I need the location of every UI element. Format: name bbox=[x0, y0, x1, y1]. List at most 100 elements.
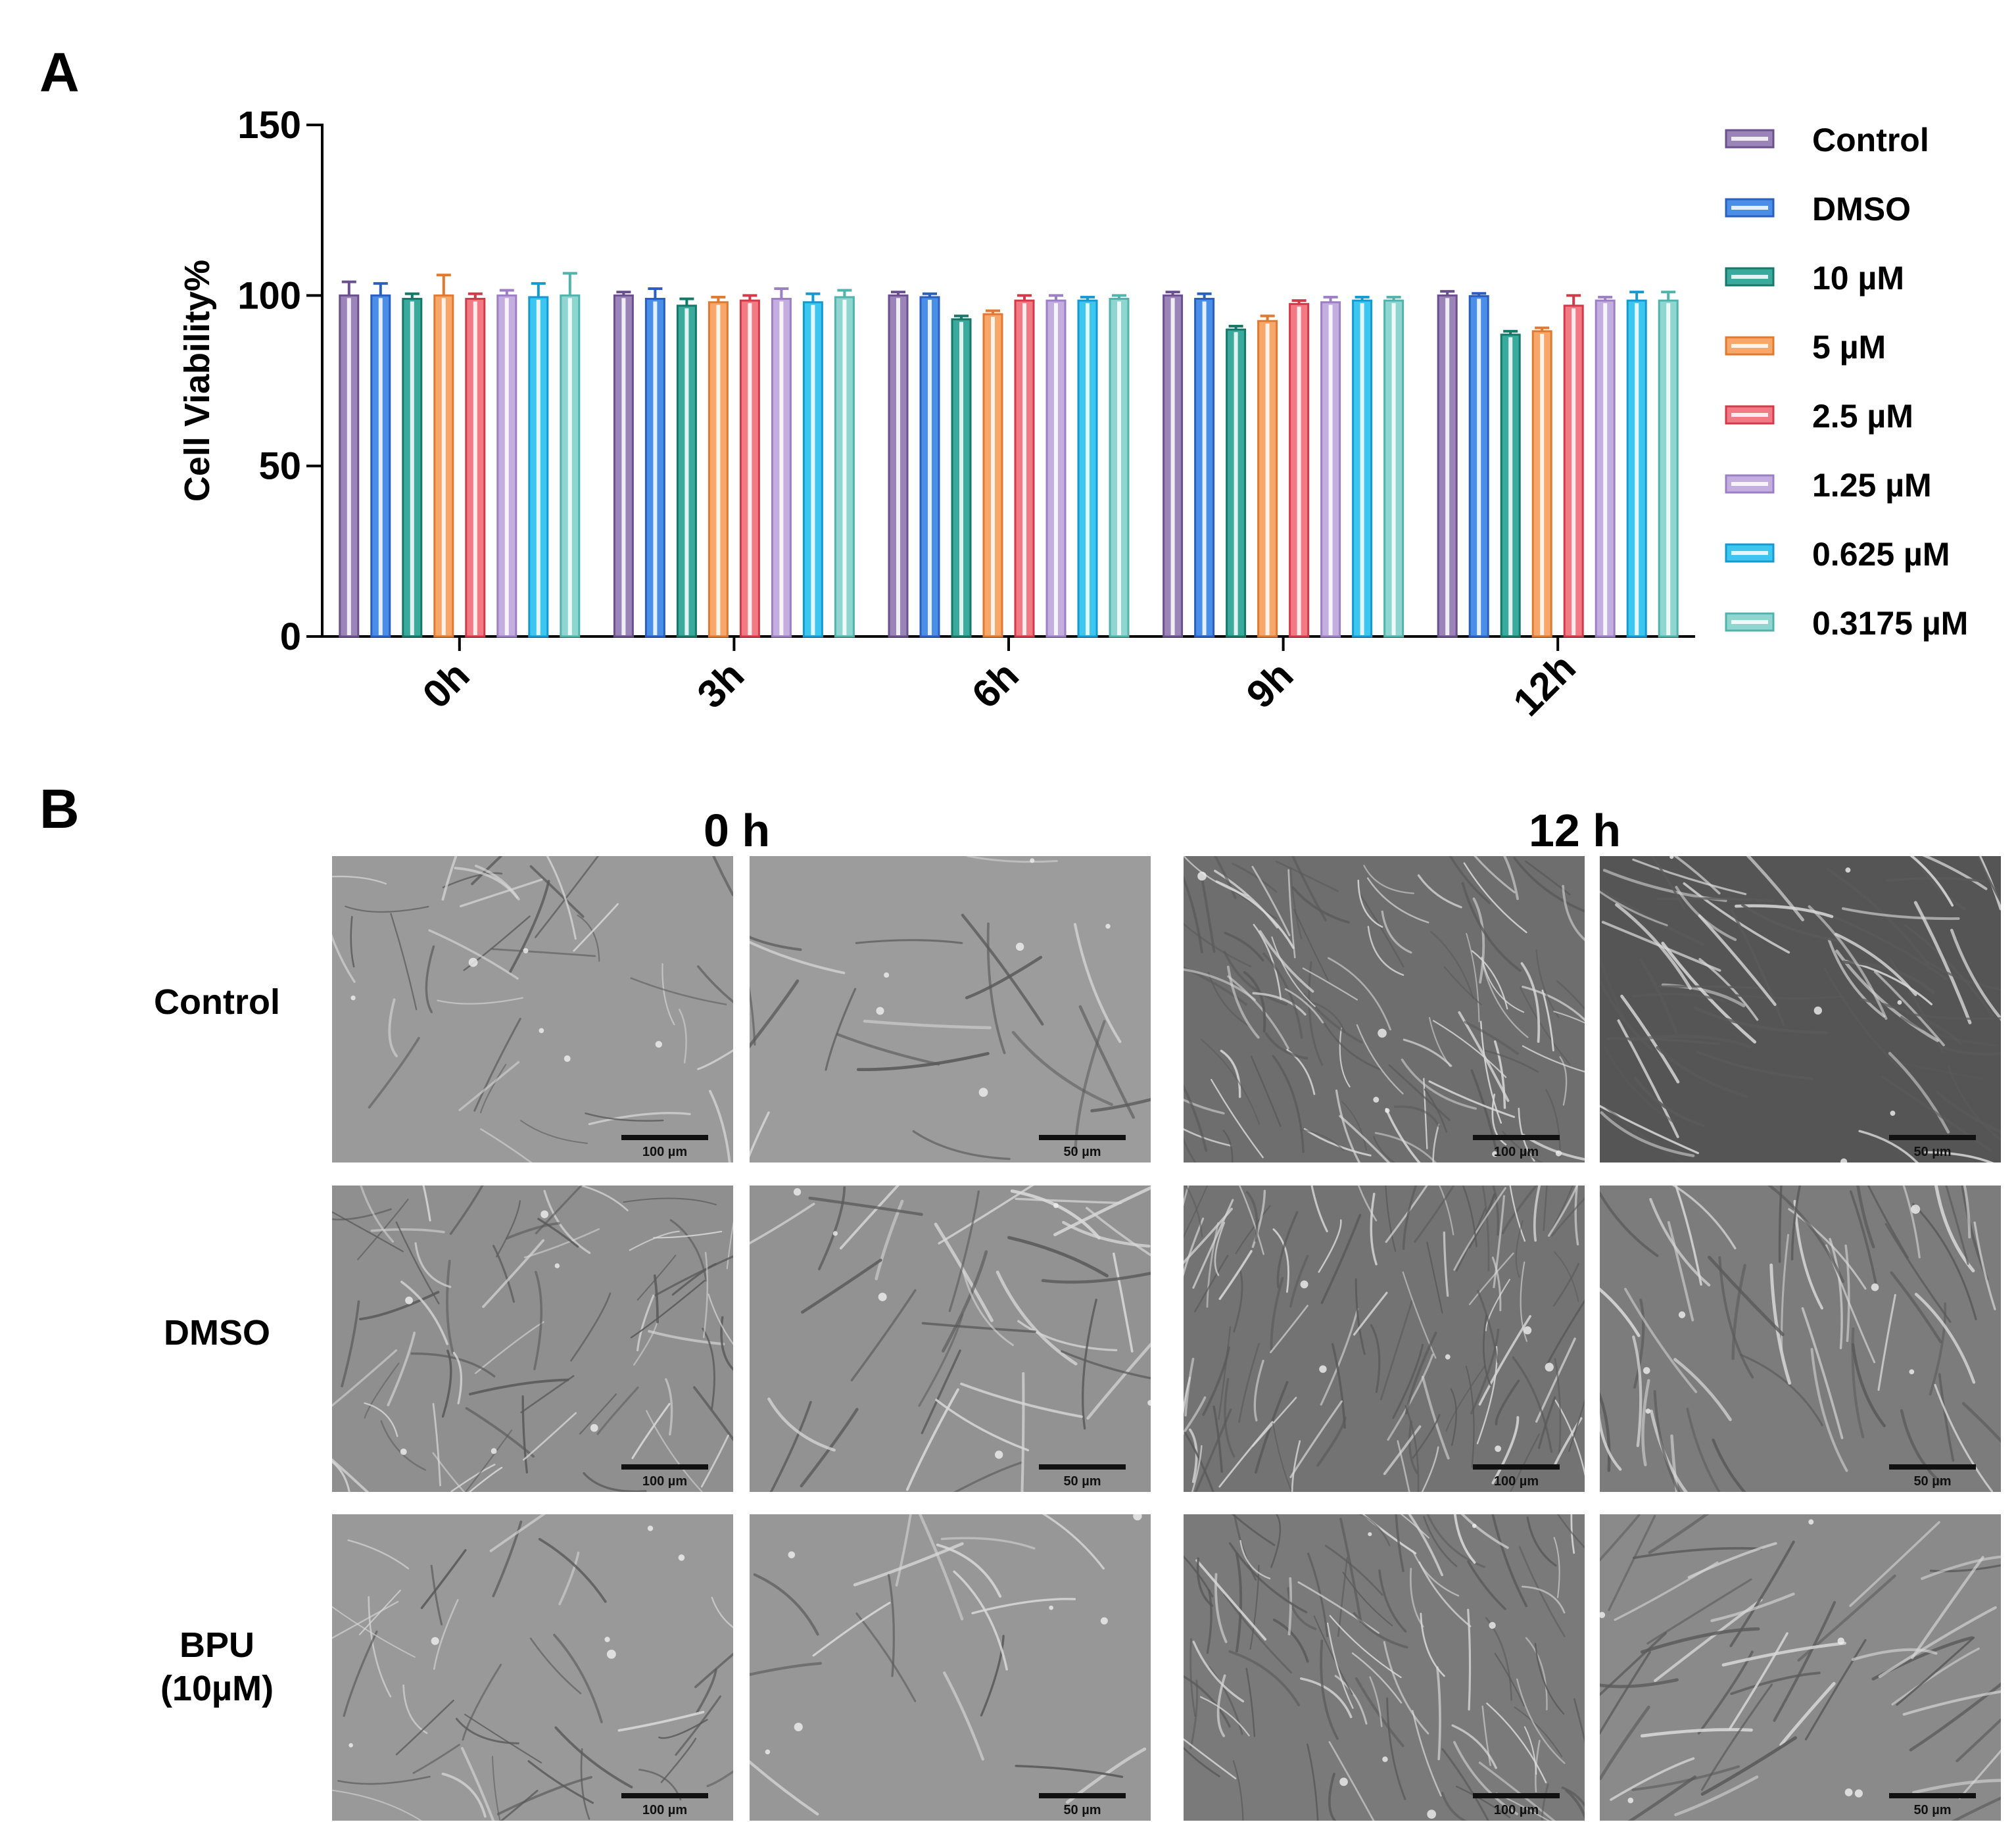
bar-highlight bbox=[1445, 298, 1450, 635]
legend-swatch-highlight bbox=[1731, 206, 1768, 210]
bar-highlight bbox=[1477, 299, 1481, 635]
legend-swatch-highlight bbox=[1731, 344, 1768, 348]
scale-bar bbox=[1039, 1464, 1126, 1470]
micrograph-control-12h-low-mag: 100 µm bbox=[1184, 856, 1585, 1163]
micrograph-dmso-12h-high-mag: 50 µm bbox=[1600, 1186, 2001, 1492]
micrograph-bpu-12h-low-mag: 100 µm bbox=[1184, 1514, 1585, 1821]
bar-highlight bbox=[1265, 324, 1270, 635]
scale-bar bbox=[1889, 1793, 1976, 1798]
bar-highlight bbox=[410, 301, 414, 635]
bar-highlight bbox=[842, 299, 847, 635]
bar-highlight bbox=[1508, 337, 1513, 635]
legend-swatch-highlight bbox=[1731, 275, 1768, 279]
cell-texture bbox=[750, 1514, 1147, 1816]
micrograph-bpu-0h-high-mag: 50 µm bbox=[750, 1514, 1151, 1821]
bar-highlight bbox=[1234, 332, 1238, 635]
cell-viability-bar-chart: 0 50 100 150 Cell Viability% 0h 3h 6h 9h 12h Contr… bbox=[178, 104, 1968, 725]
legend-label: 1.25 µM bbox=[1812, 467, 1932, 504]
bar-highlight bbox=[1086, 303, 1090, 635]
bar-highlight bbox=[1391, 303, 1396, 635]
micrograph-dmso-0h-low-mag: 100 µm bbox=[332, 1186, 733, 1492]
legend-swatch-highlight bbox=[1731, 482, 1768, 486]
scale-bar bbox=[621, 1464, 708, 1470]
bar-highlight bbox=[567, 298, 572, 635]
scale-bar bbox=[1473, 1135, 1560, 1140]
row-label-control-text: Control bbox=[154, 982, 280, 1022]
bar-highlight bbox=[959, 322, 963, 635]
bar-highlight bbox=[779, 301, 784, 635]
cell-texture bbox=[1600, 856, 2001, 1163]
bar-highlight bbox=[896, 298, 900, 635]
y-axis-label: Cell Viability% bbox=[178, 260, 217, 502]
y-tick-label: 0 bbox=[280, 615, 301, 658]
cell-texture bbox=[332, 1514, 733, 1821]
bar-highlight bbox=[1328, 304, 1333, 635]
legend-swatch-highlight bbox=[1731, 620, 1768, 624]
micrograph-control-0h-high-mag: 50 µm bbox=[750, 856, 1151, 1163]
bar-highlight bbox=[536, 299, 540, 635]
bar-highlight bbox=[1360, 303, 1364, 635]
legend-label: DMSO bbox=[1812, 191, 1911, 228]
cell-texture bbox=[1600, 1186, 2001, 1492]
bar-highlight bbox=[1170, 298, 1175, 635]
x-tick-label: 3h bbox=[688, 653, 752, 717]
scale-bar-label: 50 µm bbox=[1913, 1474, 1952, 1489]
bar-highlight bbox=[1297, 306, 1301, 635]
x-tick-label: 12h bbox=[1504, 645, 1583, 724]
bar-highlight bbox=[1054, 303, 1058, 635]
cell-texture bbox=[1184, 1186, 1585, 1492]
micrograph-control-0h-low-mag: 100 µm bbox=[332, 856, 733, 1163]
bar-highlight bbox=[1666, 303, 1671, 635]
micrograph-bpu-12h-high-mag: 50 µm bbox=[1600, 1514, 2001, 1821]
row-label-bpu: BPU (10µM) bbox=[118, 1624, 316, 1711]
bar-highlight bbox=[1202, 301, 1207, 635]
scale-bar bbox=[1889, 1135, 1976, 1140]
bar-highlight bbox=[811, 304, 815, 635]
bar-highlight bbox=[653, 301, 658, 635]
legend-label: 2.5 µM bbox=[1812, 398, 1913, 435]
row-label-bpu-text: BPU bbox=[179, 1625, 254, 1665]
scale-bar-label: 100 µm bbox=[1493, 1803, 1539, 1817]
scale-bar bbox=[1889, 1464, 1976, 1470]
panel-a-letter: A bbox=[39, 41, 80, 103]
scale-bar bbox=[621, 1135, 708, 1140]
x-tick-label: 9h bbox=[1238, 653, 1302, 717]
cell-texture bbox=[332, 1186, 733, 1492]
scale-bar-label: 100 µm bbox=[1493, 1145, 1539, 1159]
scale-bar bbox=[1039, 1793, 1126, 1798]
bar-highlight bbox=[1603, 303, 1608, 635]
legend-swatch-highlight bbox=[1731, 137, 1768, 141]
x-tick-label: 0h bbox=[414, 653, 478, 717]
panel-b-letter: B bbox=[39, 778, 80, 840]
row-label-dmso: DMSO bbox=[118, 1312, 316, 1355]
bar-highlight bbox=[504, 298, 509, 635]
scale-bar-label: 100 µm bbox=[1493, 1474, 1539, 1489]
scale-bar-label: 100 µm bbox=[642, 1803, 688, 1817]
legend-label: 10 µM bbox=[1812, 260, 1904, 297]
bar-highlight bbox=[928, 299, 932, 635]
scale-bar-label: 100 µm bbox=[642, 1145, 688, 1159]
bar-highlight bbox=[347, 298, 351, 635]
scale-bar-label: 50 µm bbox=[1063, 1474, 1101, 1489]
bar-highlight bbox=[441, 298, 446, 635]
y-tick-label: 50 bbox=[258, 445, 301, 488]
micrograph-dmso-12h-low-mag: 100 µm bbox=[1184, 1186, 1585, 1492]
x-tick-label: 6h bbox=[963, 653, 1027, 717]
micrograph-control-12h-high-mag: 50 µm bbox=[1600, 856, 2001, 1163]
cell-texture bbox=[750, 1186, 1151, 1492]
y-tick-label: 100 bbox=[237, 274, 301, 317]
bar-highlight bbox=[1022, 303, 1026, 635]
micrograph-dmso-0h-high-mag: 50 µm bbox=[750, 1186, 1151, 1492]
y-tick-label: 150 bbox=[237, 104, 301, 147]
bar-highlight bbox=[716, 304, 721, 635]
scale-bar-label: 100 µm bbox=[642, 1474, 688, 1489]
legend-label: Control bbox=[1812, 122, 1929, 158]
cell-texture bbox=[750, 856, 1151, 1161]
legend-swatch-highlight bbox=[1731, 413, 1768, 417]
scale-bar-label: 50 µm bbox=[1913, 1145, 1952, 1159]
scale-bar-label: 50 µm bbox=[1063, 1803, 1101, 1817]
scale-bar bbox=[1473, 1793, 1560, 1798]
scale-bar-label: 50 µm bbox=[1063, 1145, 1101, 1159]
cell-texture bbox=[332, 856, 733, 1163]
scale-bar bbox=[1039, 1135, 1126, 1140]
